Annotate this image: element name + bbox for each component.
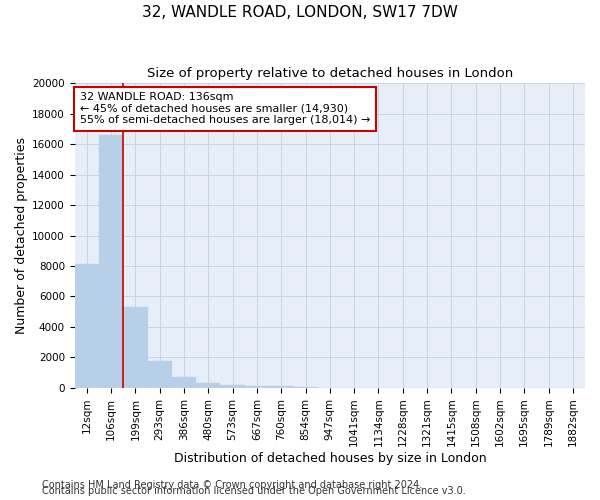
Bar: [148, 360, 172, 388]
X-axis label: Distribution of detached houses by size in London: Distribution of detached houses by size …: [173, 452, 486, 465]
Bar: [172, 378, 196, 388]
Bar: [74, 264, 99, 388]
Title: Size of property relative to detached houses in London: Size of property relative to detached ho…: [146, 68, 513, 80]
Bar: [196, 383, 220, 388]
Text: 32, WANDLE ROAD, LONDON, SW17 7DW: 32, WANDLE ROAD, LONDON, SW17 7DW: [142, 5, 458, 20]
Text: Contains HM Land Registry data © Crown copyright and database right 2024.: Contains HM Land Registry data © Crown c…: [42, 480, 422, 490]
Text: Contains public sector information licensed under the Open Government Licence v3: Contains public sector information licen…: [42, 486, 466, 496]
Bar: [293, 387, 317, 388]
Bar: [220, 385, 245, 388]
Y-axis label: Number of detached properties: Number of detached properties: [15, 137, 28, 334]
Bar: [245, 386, 269, 388]
Text: 32 WANDLE ROAD: 136sqm
← 45% of detached houses are smaller (14,930)
55% of semi: 32 WANDLE ROAD: 136sqm ← 45% of detached…: [80, 92, 370, 126]
Bar: [123, 307, 148, 388]
Bar: [99, 135, 123, 388]
Bar: [269, 386, 293, 388]
